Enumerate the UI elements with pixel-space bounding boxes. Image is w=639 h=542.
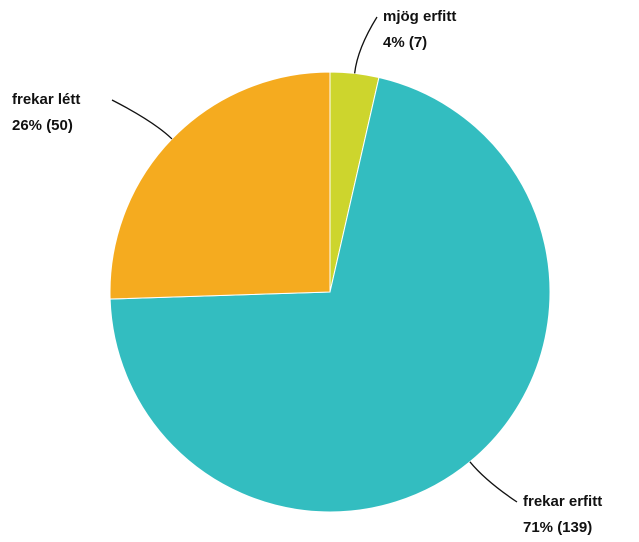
leader-line [469,461,518,503]
slice-value-label: 4% (7) [383,34,427,51]
leader-line [111,99,173,140]
slice-value-label: 26% (50) [12,117,73,134]
slice-label: mjög erfitt [383,8,456,25]
slice-value-label: 71% (139) [523,519,592,536]
pie-slice [109,71,331,300]
pie-slice [109,76,551,513]
slice-label: frekar létt [12,91,80,108]
slice-label: frekar erfitt [523,493,602,510]
leader-line [353,16,378,74]
